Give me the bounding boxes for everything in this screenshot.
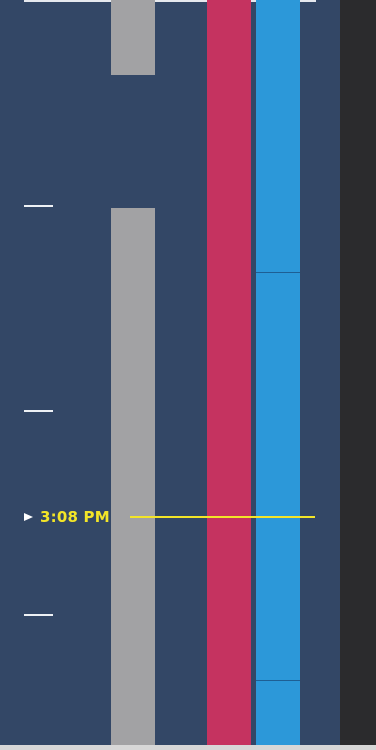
current-time-line <box>130 516 315 518</box>
hour-tick <box>24 614 53 616</box>
timeline-top-divider <box>24 0 316 2</box>
hour-tick <box>24 205 53 207</box>
event-column-blue[interactable] <box>256 0 300 745</box>
event-block-gray-1[interactable] <box>111 0 155 75</box>
play-arrow-icon <box>24 513 33 521</box>
event-block-red[interactable] <box>207 0 251 745</box>
event-block-divider <box>256 680 300 681</box>
calendar-timeline-panel: 3:08 PM <box>0 0 340 745</box>
scrollbar-track[interactable] <box>340 0 376 750</box>
current-time-marker: 3:08 PM <box>24 507 110 527</box>
event-block-divider <box>256 272 300 273</box>
hour-tick <box>24 410 53 412</box>
event-block-gray-2[interactable] <box>111 208 155 745</box>
bottom-edge <box>0 745 376 750</box>
current-time-label: 3:08 PM <box>40 508 110 526</box>
